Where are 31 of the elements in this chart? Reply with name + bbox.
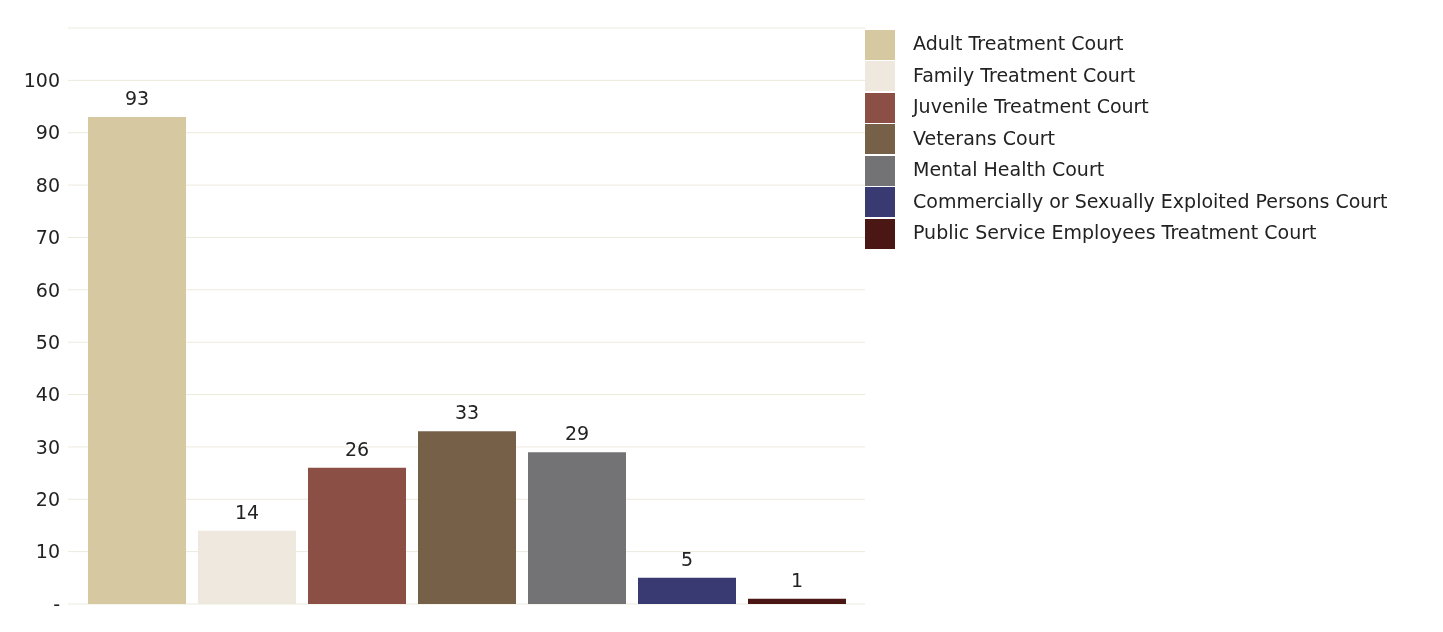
data-label: 93 bbox=[124, 87, 150, 110]
y-tick-label: 50 bbox=[35, 330, 60, 353]
data-label: 26 bbox=[344, 437, 370, 460]
bar bbox=[418, 431, 516, 604]
y-tick-label: 60 bbox=[35, 278, 60, 301]
legend-label: Family Treatment Court bbox=[913, 63, 1136, 86]
bar bbox=[748, 598, 846, 604]
bar bbox=[528, 452, 626, 604]
data-label: 14 bbox=[234, 500, 260, 523]
legend-label: Public Service Employees Treatment Court bbox=[913, 221, 1317, 243]
data-label: 5 bbox=[680, 547, 694, 570]
y-tick-label: 70 bbox=[35, 226, 60, 249]
data-label: 33 bbox=[454, 401, 480, 424]
y-tick-label: 100 bbox=[23, 69, 60, 92]
y-tick-label: 80 bbox=[35, 173, 60, 196]
y-tick-label: - bbox=[53, 592, 60, 615]
legend-label: Adult Treatment Court bbox=[913, 32, 1124, 54]
legend-label: Commercially or Sexually Exploited Persons Court bbox=[913, 189, 1388, 212]
y-tick-label: 90 bbox=[35, 121, 60, 144]
y-tick-label: 40 bbox=[35, 383, 60, 406]
legend-label: Juvenile Treatment Court bbox=[913, 95, 1149, 117]
y-tick-label: 30 bbox=[35, 435, 60, 458]
y-tick-label: 10 bbox=[35, 540, 60, 563]
data-label: 29 bbox=[564, 422, 590, 445]
bar bbox=[638, 577, 736, 604]
bar bbox=[88, 117, 186, 604]
data-label: 1 bbox=[790, 568, 804, 591]
y-tick-label: 20 bbox=[35, 488, 60, 511]
bar bbox=[308, 467, 406, 604]
legend-label: Veterans Court bbox=[913, 126, 1055, 149]
legend-label: Mental Health Court bbox=[913, 158, 1105, 180]
